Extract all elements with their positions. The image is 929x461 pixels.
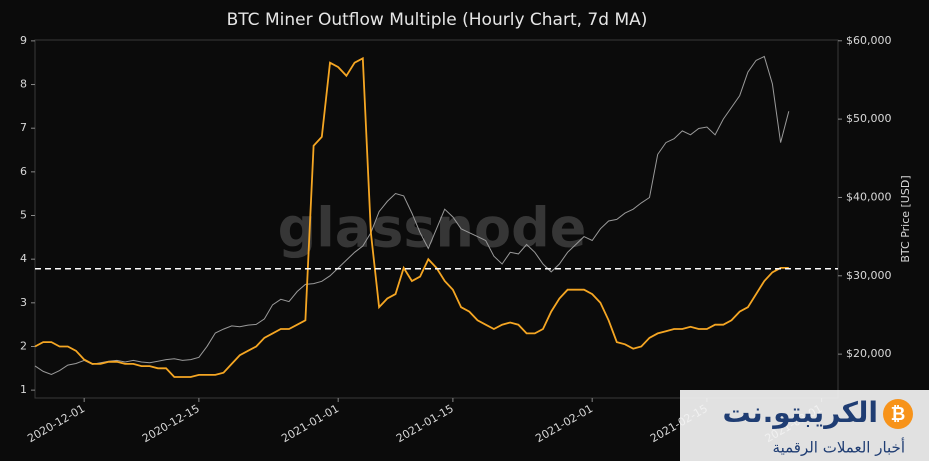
y-tick-label: 3 xyxy=(20,296,27,309)
logo-tagline: أخبار العملات الرقمية xyxy=(773,438,905,457)
y2-tick-label: $60,000 xyxy=(846,34,892,47)
plot-frame xyxy=(34,39,839,399)
y-tick-label: 7 xyxy=(20,121,27,134)
y2-tick-label: $20,000 xyxy=(846,347,892,360)
series-line xyxy=(34,56,789,378)
logo: ₿ الكريبتو.نت أخبار العملات الرقمية xyxy=(680,390,929,461)
logo-coin xyxy=(883,399,913,429)
series-line xyxy=(34,55,790,376)
y-tick-label: 4 xyxy=(20,252,27,265)
y-tick-label: 1 xyxy=(20,383,27,396)
y2-axis-label: BTC Price [USD] xyxy=(899,175,912,262)
logo-coin-symbol: ₿ xyxy=(891,404,906,425)
y-tick-label: 2 xyxy=(20,339,27,352)
chart-title: BTC Miner Outflow Multiple (Hourly Chart… xyxy=(227,10,648,30)
y2-tick-label: $40,000 xyxy=(846,190,892,203)
y2-tick-label: $30,000 xyxy=(846,269,892,282)
y-tick-label: 8 xyxy=(20,78,27,91)
y-tick-label: 9 xyxy=(20,34,27,47)
y-tick-label: 5 xyxy=(20,209,27,222)
logo-name: الكريبتو.نت xyxy=(722,396,878,429)
y-tick-label: 6 xyxy=(20,165,27,178)
logo-box xyxy=(680,390,929,461)
watermark: glassnode xyxy=(278,197,587,260)
y2-tick-label: $50,000 xyxy=(846,112,892,125)
